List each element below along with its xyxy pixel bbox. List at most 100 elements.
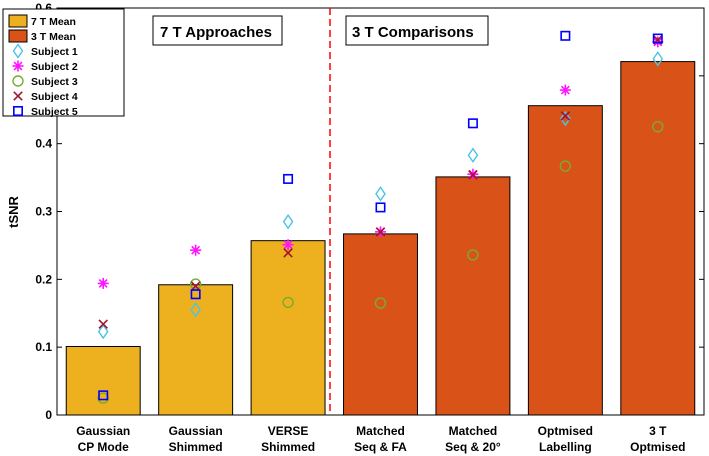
- x-category-label-line: Labelling: [539, 440, 592, 454]
- subject-1-point-1: [190, 302, 201, 318]
- subject-4-point-2: [283, 248, 293, 258]
- subject-1-point-5: [560, 110, 571, 127]
- subject-5-point-6-shape: [652, 33, 663, 44]
- subject-5-point-3-shape: [375, 202, 386, 213]
- x-category-label-line: Shimmed: [169, 440, 223, 454]
- y-axis-label: tSNR: [6, 196, 21, 228]
- subject-1-point-4: [467, 147, 479, 163]
- subject-3-point-1: [189, 278, 202, 290]
- legend-marker-2-shape: [12, 43, 24, 59]
- subject-2-point-2-stroke: [283, 240, 293, 250]
- subject-2-point-5: [559, 84, 571, 96]
- bar-5: [527, 105, 603, 416]
- subject-3-point-4-shape: [467, 249, 479, 261]
- subject-3-point-2: [282, 296, 294, 309]
- y-tick-label: 0.2: [35, 272, 52, 286]
- x-category-label-line: Optmised: [630, 440, 685, 454]
- subject-5-point-0-shape: [98, 390, 109, 401]
- subject-1-point-2: [282, 213, 294, 230]
- legend-label-2: Subject 1: [31, 46, 78, 58]
- y-tick-label: 0.3: [35, 205, 52, 219]
- subject-1-point-1-shape: [190, 302, 201, 318]
- x-category-label: Gaussian Shimmed: [169, 424, 223, 454]
- subject-5-point-5: [560, 30, 571, 41]
- subject-2-point-6-stroke: [653, 37, 663, 47]
- legend-swatch-0: [8, 14, 28, 28]
- markers-layer: [97, 30, 664, 404]
- legend-label-1: 3 T Mean: [31, 31, 76, 43]
- x-category-label: Optmised Labelling: [538, 424, 593, 454]
- subject-4-point-4-stroke: [468, 170, 478, 180]
- subject-4-point-1: [190, 281, 201, 291]
- subject-1-point-0-shape: [97, 323, 109, 340]
- subject-5-point-0: [98, 390, 109, 401]
- legend-label-3: Subject 2: [31, 61, 78, 73]
- legend-marker-4-shape: [12, 75, 24, 87]
- x-category-label-line: VERSE: [268, 424, 309, 438]
- subject-4-point-2-stroke: [283, 248, 293, 258]
- subject-5-point-4: [467, 118, 478, 129]
- y-tick-label: 0: [45, 408, 52, 422]
- left-annotation-box: 7 T Approaches: [152, 15, 283, 46]
- x-category-label-line: Gaussian: [76, 424, 130, 438]
- subject-5-point-1: [190, 289, 201, 300]
- subject-5-point-6: [652, 33, 663, 44]
- subject-3-point-5-shape: [559, 160, 572, 172]
- x-category-label-line: Shimmed: [261, 440, 315, 454]
- bar-3: [343, 233, 418, 416]
- subject-4-point-1-stroke: [190, 281, 201, 291]
- subject-1-point-6: [652, 51, 664, 67]
- subject-2-point-0: [97, 277, 109, 289]
- legend-marker-3-stroke: [13, 61, 23, 71]
- subject-4-point-3-stroke: [375, 227, 386, 237]
- subject-3-point-6-shape: [652, 121, 664, 133]
- bar-6: [620, 61, 696, 416]
- subject-1-point-4-shape: [467, 147, 479, 163]
- x-category-label-line: 3 T: [649, 424, 667, 438]
- subject-1-point-3: [375, 186, 386, 202]
- bar-2: [250, 240, 326, 416]
- subject-2-point-1: [190, 244, 202, 256]
- bar-0: [65, 345, 141, 416]
- x-category-label: Matched Seq & FA: [354, 424, 407, 454]
- legend-marker-6: [13, 106, 23, 117]
- legend-label-5: Subject 4: [31, 91, 78, 103]
- x-category-label-line: Seq & FA: [354, 440, 407, 454]
- x-category-label-line: Seq & 20°: [445, 440, 501, 454]
- x-category-label: Matched Seq & 20°: [445, 424, 501, 454]
- subject-1-point-2-shape: [282, 213, 294, 230]
- subject-2-point-2: [282, 239, 294, 251]
- legend: 7 T Mean 3 T Mean Subject 1 Subject 2 Subjec…: [2, 8, 125, 118]
- x-category-label: VERSE Shimmed: [261, 424, 315, 454]
- bar-1: [158, 284, 234, 416]
- subject-5-point-5-shape: [560, 30, 571, 41]
- legend-marker-2: [12, 43, 24, 59]
- subject-3-point-1-shape: [189, 278, 202, 290]
- x-category-label-line: Matched: [356, 424, 405, 438]
- subject-5-point-2: [283, 173, 294, 184]
- legend-marker-5: [13, 91, 23, 101]
- legend-marker-3: [12, 60, 24, 72]
- left-annotation-title: 7 T Approaches: [160, 24, 272, 41]
- subject-4-point-0: [98, 319, 108, 329]
- subject-3-point-6: [652, 121, 664, 133]
- right-annotation-box: 3 T Comparisons: [345, 15, 489, 46]
- x-axis-labels: Gaussian CP Mode Gaussian Shimmed VERSE Shimm…: [76, 424, 685, 454]
- x-category-label-line: Optmised: [538, 424, 593, 438]
- subject-4-point-5-stroke: [560, 111, 571, 121]
- subject-2-point-5-stroke: [560, 85, 570, 95]
- x-category-label: 3 T Optmised: [630, 424, 685, 454]
- legend-swatch-1: [8, 29, 28, 43]
- x-category-label-line: CP Mode: [78, 440, 129, 454]
- bar-4: [435, 176, 511, 416]
- subject-3-point-3: [374, 297, 387, 309]
- subject-2-point-0-stroke: [98, 278, 108, 288]
- subject-3-point-5: [559, 160, 572, 172]
- y-tick-label: 0.4: [35, 137, 52, 151]
- subject-2-point-1-stroke: [191, 245, 201, 255]
- subject-5-point-2-shape: [283, 173, 294, 184]
- legend-label-0: 7 T Mean: [31, 16, 76, 28]
- y-tick-label: 0.1: [35, 340, 52, 354]
- subject-5-point-1-shape: [190, 289, 201, 300]
- legend-label-6: Subject 5: [31, 106, 78, 118]
